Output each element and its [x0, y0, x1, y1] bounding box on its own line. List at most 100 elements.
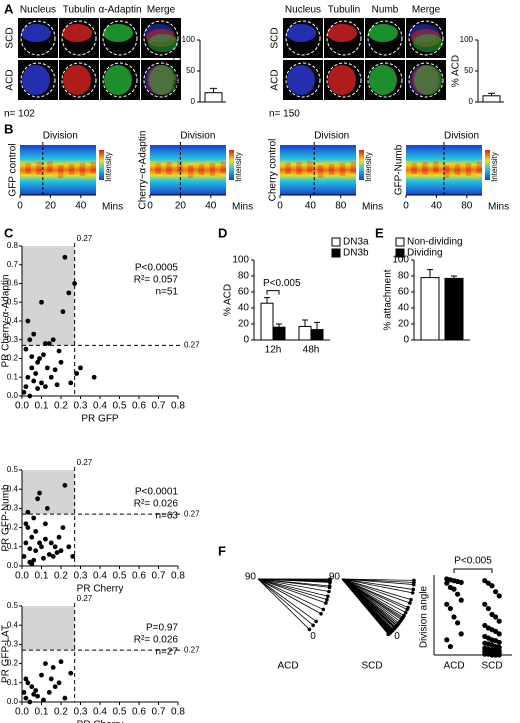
x-tick-label: 0.6: [132, 707, 146, 718]
kymograph-texture: [177, 161, 183, 172]
data-point: [25, 374, 31, 380]
data-point: [451, 614, 457, 620]
data-point: [31, 515, 37, 521]
data-point: [43, 536, 48, 542]
data-point: [447, 605, 453, 612]
kymograph: [20, 145, 96, 195]
fan-label-max: 90: [329, 572, 341, 583]
y-axis-label: Division angle: [419, 585, 430, 648]
legend-swatch: [331, 248, 341, 258]
y-tick-label: 60: [238, 287, 250, 298]
kymograph-texture: [285, 163, 291, 174]
y-tick-label: 0.0: [7, 561, 19, 570]
data-point: [493, 652, 499, 658]
threshold-label: 0.27: [184, 509, 200, 518]
kymograph-texture: [166, 162, 172, 175]
kymograph-texture: [63, 162, 69, 176]
division-label: Division: [444, 131, 479, 142]
x-tick-label: 0.7: [152, 707, 166, 718]
data-point: [66, 290, 72, 296]
data-point: [37, 356, 42, 361]
y-tick-label: 0: [469, 97, 474, 106]
sample-size: n= 150: [269, 109, 300, 120]
angle-end: [403, 610, 408, 615]
data-point: [35, 359, 40, 365]
data-point: [60, 525, 66, 530]
y-axis-label: % ACD: [173, 55, 184, 87]
data-point: [66, 544, 72, 550]
cell-outline: [20, 20, 56, 56]
column-label: Tubulin: [63, 5, 95, 16]
kymograph-texture: [433, 161, 439, 172]
angle-end: [405, 607, 410, 612]
cell-outline: [326, 62, 362, 98]
cell-outline: [143, 62, 179, 98]
kymograph: [150, 145, 226, 195]
cell-outline: [143, 20, 179, 56]
column-label: Nucleus: [285, 5, 321, 16]
data-point: [58, 659, 64, 665]
fan-category: ACD: [277, 661, 298, 672]
angle-end: [386, 632, 391, 636]
data-point: [52, 367, 58, 373]
y-tick-label: 0.1: [7, 372, 19, 381]
cell-signal: [149, 65, 177, 95]
y-tick-label: 40: [238, 303, 250, 314]
kymograph-texture: [90, 162, 96, 173]
kymograph-texture: [52, 163, 58, 175]
kymograph-texture: [328, 164, 335, 175]
y-tick-label: 0.1: [7, 542, 19, 551]
y-tick-label: 0.4: [7, 620, 19, 629]
kymograph-texture: [47, 161, 53, 172]
data-point: [496, 618, 502, 624]
data-point: [46, 690, 52, 695]
angle-line: [257, 578, 327, 604]
angle-end: [319, 611, 323, 616]
x-tick-label: 0.5: [113, 571, 127, 582]
data-point: [43, 521, 48, 527]
cell-signal: [368, 24, 398, 42]
data-point: [43, 661, 48, 666]
angle-end: [314, 619, 318, 624]
kymograph-texture: [296, 162, 302, 175]
kymograph-texture: [150, 161, 156, 175]
threshold-label: 0.27: [184, 340, 200, 349]
kymograph-texture: [323, 162, 329, 176]
data-point: [48, 676, 54, 682]
bar: [482, 95, 501, 103]
data-point: [54, 550, 60, 555]
y-tick-label: 100: [460, 35, 474, 44]
cell-signal: [327, 24, 357, 42]
kymograph-texture: [427, 164, 434, 178]
kymograph-texture: [460, 161, 466, 173]
x-axis-label: Mins: [488, 202, 509, 213]
sample-size: n= 102: [4, 109, 35, 120]
data-point: [91, 374, 97, 380]
cell-outline: [20, 62, 56, 98]
y-axis-label: GFP control: [8, 143, 19, 196]
data-point: [41, 352, 46, 358]
data-point: [39, 299, 44, 305]
angle-line: [257, 578, 310, 630]
data-point: [62, 254, 68, 260]
x-tick-label: 0: [147, 201, 153, 212]
cell-signal: [369, 65, 397, 95]
annotation: R²= 0.026: [134, 499, 179, 510]
y-tick-label: 0: [191, 97, 196, 106]
colorbar-label: Intensity: [234, 152, 243, 182]
threshold-label: 0.27: [77, 458, 93, 467]
data-point: [72, 281, 78, 286]
data-point: [33, 548, 39, 554]
kymograph: [280, 145, 356, 195]
kymograph-texture: [188, 165, 194, 178]
data-point: [455, 620, 461, 626]
x-tick-label: 40: [205, 201, 217, 212]
data-point: [33, 371, 39, 376]
kymograph-texture: [220, 162, 226, 173]
x-tick-label: 0.0: [15, 401, 29, 412]
x-tick-label: 0.2: [54, 571, 68, 582]
angle-line: [341, 578, 406, 613]
angle-end: [307, 627, 312, 632]
data-point: [496, 631, 502, 637]
panel-label: A: [4, 1, 14, 16]
